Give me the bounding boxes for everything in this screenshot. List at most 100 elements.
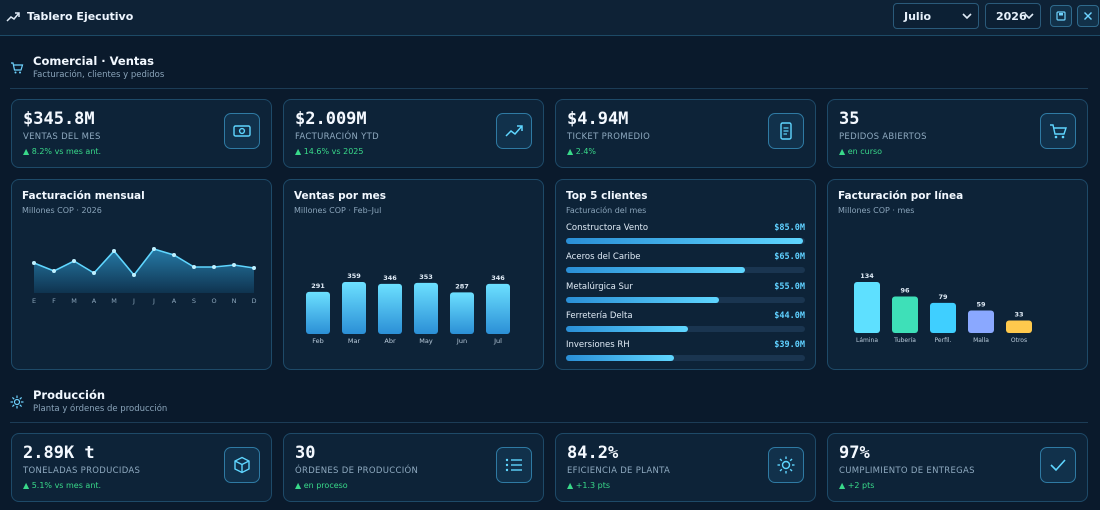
client-value: $65.0M xyxy=(774,252,805,263)
client-bar-track xyxy=(566,355,805,362)
tick-label: D xyxy=(251,297,256,305)
client-value: $55.0M xyxy=(774,281,805,292)
kpi-delta: ▲ en curso xyxy=(839,147,883,156)
list-icon xyxy=(496,447,532,483)
data-point xyxy=(72,259,76,263)
bar xyxy=(892,296,918,333)
bar-chart: 291 Feb 359 Mar 346 Abr 353 May 287 Jun 346 Jul xyxy=(306,272,510,345)
chart-title: Ventas por mes xyxy=(294,190,387,202)
data-label: 346 xyxy=(383,274,397,282)
cart-icon xyxy=(11,62,24,74)
kpi-delta: ▲ +1.3 pts xyxy=(567,481,611,490)
kpi-label: TONELADAS PRODUCIDAS xyxy=(23,466,141,476)
client-value: $85.0M xyxy=(774,223,805,233)
tick-label: N xyxy=(232,297,237,305)
client-name: Aceros del Caribe xyxy=(566,252,641,263)
bar xyxy=(968,310,994,333)
top-bar: Tablero Ejecutivo Julio 2026 xyxy=(0,0,1100,36)
chart-card-top-clientes: Top 5 clientes Facturación del mes Const… xyxy=(555,179,816,370)
section-subtitle: Planta y órdenes de producción xyxy=(33,404,168,414)
chart-subtitle: Facturación del mes xyxy=(566,206,647,215)
data-point xyxy=(232,263,236,267)
kpi-value: 84.2% xyxy=(567,443,619,463)
data-point xyxy=(32,261,36,265)
section-title: Producción xyxy=(33,388,106,402)
divider xyxy=(10,88,1088,89)
kpi-card-cumplimiento: 97% CUMPLIMIENTO DE ENTREGAS ▲ +2 pts xyxy=(827,433,1088,502)
tick-label: Lámina xyxy=(856,337,878,344)
sun-icon xyxy=(768,447,804,483)
kpi-value: 30 xyxy=(295,443,316,463)
chart-subtitle: Millones COP · 2026 xyxy=(22,206,102,215)
data-label: 291 xyxy=(311,282,325,290)
client-bar-fill xyxy=(566,325,688,332)
client-value: $44.0M xyxy=(774,310,805,321)
chart-title: Top 5 clientes xyxy=(566,190,648,202)
data-point xyxy=(212,265,216,269)
client-value: $39.0M xyxy=(774,340,805,351)
series-line xyxy=(33,248,255,277)
tick-label: Mar xyxy=(348,337,361,345)
data-label: 79 xyxy=(938,293,948,301)
kpi-label: ÓRDENES DE PRODUCCIÓN xyxy=(295,466,419,476)
client-bar-fill xyxy=(566,238,803,244)
kpi-delta: ▲ +2 pts xyxy=(839,481,875,490)
chart-card-facturacion-mensual: Facturación mensual Millones COP · 2026 … xyxy=(11,179,272,370)
chevron-down-icon xyxy=(1024,13,1034,20)
data-label: 33 xyxy=(1014,310,1023,318)
bar xyxy=(378,283,402,334)
bar xyxy=(414,282,438,334)
box-icon xyxy=(224,447,260,483)
month-select[interactable]: Julio xyxy=(893,3,979,29)
data-point xyxy=(52,269,56,273)
client-bar-track xyxy=(566,325,805,332)
data-label: 59 xyxy=(976,301,986,309)
bar xyxy=(342,282,366,334)
cash-icon xyxy=(224,113,260,149)
data-point xyxy=(252,266,256,270)
tick-label: E xyxy=(32,297,36,305)
data-point xyxy=(172,253,176,257)
data-point xyxy=(152,247,156,251)
tick-label: M xyxy=(111,297,117,305)
trend-up-icon xyxy=(496,113,532,149)
tick-label: F xyxy=(52,297,56,305)
kpi-card-toneladas: 2.89K t TONELADAS PRODUCIDAS ▲ 5.1% vs m… xyxy=(11,433,272,502)
data-label: 287 xyxy=(455,282,469,290)
client-bar-fill xyxy=(566,296,719,303)
save-button[interactable] xyxy=(1050,5,1072,27)
kpi-card-eficiencia: 84.2% EFICIENCIA DE PLANTA ▲ +1.3 pts xyxy=(555,433,816,502)
chart-subtitle: Millones COP · mes xyxy=(838,206,915,215)
kpi-value: 2.89K t xyxy=(23,443,95,463)
tick-label: Otros xyxy=(1011,337,1027,344)
tick-label: O xyxy=(211,297,216,305)
check-icon xyxy=(1040,447,1076,483)
tick-label: Tubería xyxy=(893,337,916,344)
client-name: Inversiones RH xyxy=(566,340,630,351)
save-icon xyxy=(1056,11,1066,21)
close-button[interactable] xyxy=(1077,5,1099,27)
cart-icon xyxy=(1040,113,1076,149)
bar xyxy=(1006,320,1032,333)
client-name: Ferretería Delta xyxy=(566,310,633,321)
client-bar-fill xyxy=(566,355,674,362)
divider xyxy=(10,422,1088,423)
close-icon xyxy=(1084,12,1092,20)
bar xyxy=(486,283,510,334)
kpi-delta: ▲ 8.2% vs mes ant. xyxy=(23,147,102,156)
tick-label: Perfil. xyxy=(935,337,952,344)
chart-title: Facturación mensual xyxy=(22,190,145,202)
tick-label: J xyxy=(132,297,135,305)
kpi-value: $345.8M xyxy=(23,109,95,129)
kpi-delta: ▲ 2.4% xyxy=(567,147,597,156)
gear-icon xyxy=(10,395,24,409)
kpi-value: 97% xyxy=(839,443,870,463)
client-bar-track xyxy=(566,296,805,303)
year-select[interactable]: 2026 xyxy=(985,3,1041,29)
data-point xyxy=(92,271,96,275)
tick-label: A xyxy=(92,297,97,305)
chart-title: Facturación por línea xyxy=(838,190,964,202)
kpi-label: PEDIDOS ABIERTOS xyxy=(839,132,927,142)
tick-label: S xyxy=(192,297,196,305)
kpi-value: 35 xyxy=(839,109,860,129)
